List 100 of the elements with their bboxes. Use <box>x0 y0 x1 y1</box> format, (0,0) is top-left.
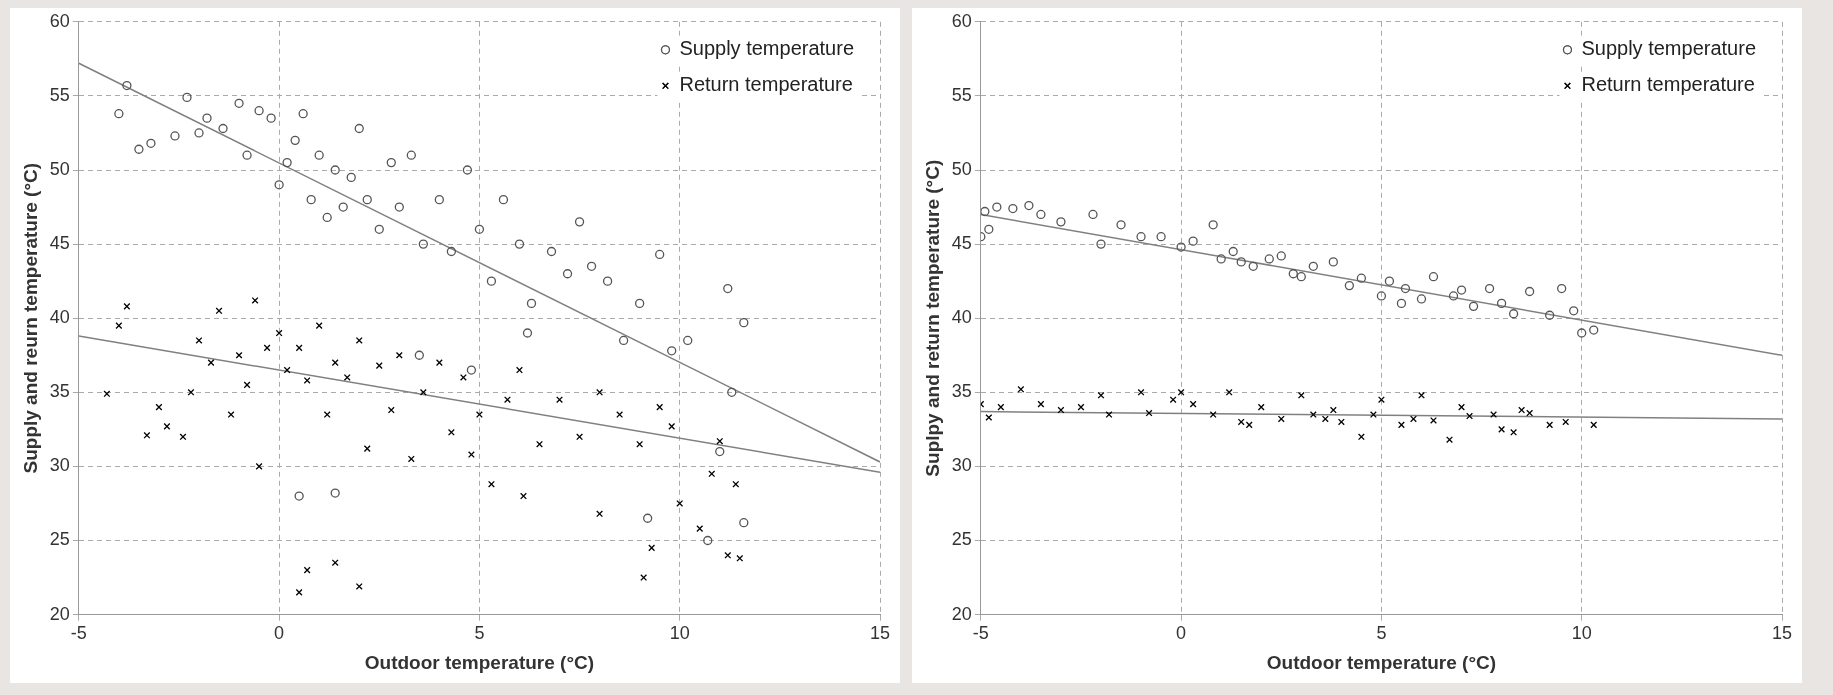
point <box>1176 242 1186 252</box>
point <box>1562 418 1570 426</box>
point <box>1188 236 1198 246</box>
point <box>1417 391 1425 399</box>
point <box>1077 403 1085 411</box>
point <box>374 224 384 234</box>
point <box>1384 276 1395 286</box>
point <box>434 194 444 205</box>
point <box>1466 412 1474 420</box>
point <box>1036 209 1046 220</box>
point <box>1356 273 1367 283</box>
point <box>1056 217 1066 227</box>
point <box>1288 269 1298 279</box>
point <box>134 144 144 154</box>
point <box>522 328 533 338</box>
point <box>1097 391 1105 399</box>
point <box>218 123 228 134</box>
point <box>1237 418 1245 426</box>
x-tick-label: 0 <box>1176 623 1187 644</box>
y-tick-label: 45 <box>49 233 70 254</box>
point <box>546 246 557 257</box>
point <box>1096 239 1106 249</box>
point <box>1248 261 1258 271</box>
point <box>282 157 292 168</box>
y-tick-label: 20 <box>951 603 972 624</box>
x-tick-label: 5 <box>474 623 485 644</box>
point <box>980 206 990 217</box>
y-tick-label: 55 <box>951 84 972 105</box>
point <box>1321 415 1329 423</box>
y-tick-label: 20 <box>49 603 70 624</box>
point <box>715 446 725 457</box>
point <box>1088 209 1098 220</box>
x-tick-label: 10 <box>669 623 690 644</box>
y-tick-label: 30 <box>49 455 70 476</box>
point <box>1456 285 1467 295</box>
point <box>474 224 485 234</box>
point <box>338 202 348 212</box>
point <box>514 239 525 249</box>
legend-label: Return temperature <box>679 73 853 96</box>
point <box>1428 272 1439 282</box>
y-tick-label: 40 <box>951 307 972 328</box>
point <box>1577 328 1587 338</box>
point <box>1169 396 1177 404</box>
point <box>739 318 749 328</box>
point <box>1209 411 1217 419</box>
point <box>723 283 733 294</box>
point <box>298 109 308 119</box>
y-axis-title: Suplpy and return temperature (°C) <box>921 159 943 477</box>
point <box>1400 283 1411 294</box>
point <box>992 202 1002 212</box>
point <box>182 92 192 103</box>
point <box>1296 272 1306 282</box>
point <box>1526 409 1534 417</box>
point <box>1416 294 1427 304</box>
point <box>1328 257 1338 267</box>
point <box>1484 283 1495 294</box>
point <box>1377 396 1385 404</box>
point <box>1409 415 1417 423</box>
y-tick-label: 25 <box>951 529 972 550</box>
point <box>602 276 613 286</box>
x-tick-label: 15 <box>869 623 891 644</box>
x-axis-title: Outdoor temperature (°C) <box>1266 651 1497 673</box>
point <box>330 488 340 498</box>
legend-label: Supply temperature <box>679 37 855 60</box>
point <box>1257 403 1265 411</box>
point <box>667 346 677 356</box>
point <box>1236 257 1246 267</box>
point <box>703 535 713 546</box>
point <box>1309 411 1317 419</box>
point <box>1156 232 1166 242</box>
point <box>643 513 653 523</box>
x-axis-title: Outdoor temperature (°C) <box>364 651 595 673</box>
y-tick-label: 40 <box>49 307 70 328</box>
point <box>346 172 356 183</box>
point <box>1245 421 1253 429</box>
point <box>466 365 477 375</box>
point <box>242 150 252 160</box>
point <box>985 414 993 421</box>
y-tick-label: 50 <box>49 158 70 179</box>
y-tick-label: 55 <box>49 84 70 105</box>
point <box>655 249 665 260</box>
point <box>274 180 284 190</box>
point <box>1357 433 1365 441</box>
y-axis-title: Supply and reurn temperature (°C) <box>19 162 41 474</box>
point <box>1524 286 1535 297</box>
point <box>1277 415 1285 423</box>
x-tick-label: -5 <box>70 623 87 644</box>
point <box>114 109 124 119</box>
point <box>294 491 304 501</box>
y-tick-label: 25 <box>49 529 70 550</box>
point <box>1177 388 1185 396</box>
point <box>1329 406 1337 414</box>
point <box>314 150 324 160</box>
point <box>406 150 416 160</box>
point <box>1546 421 1554 429</box>
point <box>266 113 276 123</box>
point <box>1116 220 1126 230</box>
point <box>574 217 585 227</box>
x-tick-label: 10 <box>1571 623 1592 644</box>
y-tick-label: 30 <box>951 455 972 476</box>
